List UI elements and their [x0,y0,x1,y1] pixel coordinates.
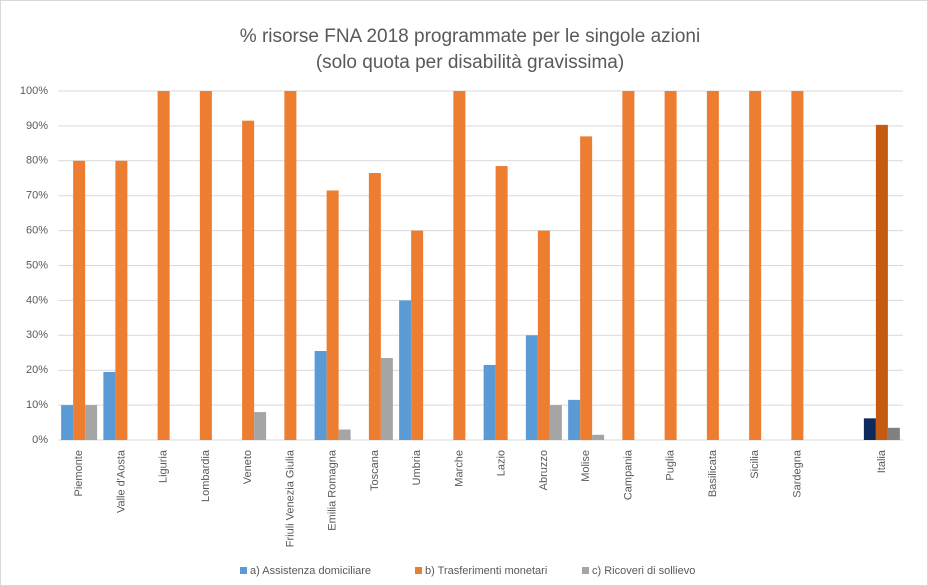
bar [73,160,86,441]
bar [537,230,550,440]
y-tick-label: 10% [26,399,48,411]
bar [887,427,900,440]
bar [199,91,212,440]
y-tick-label: 30% [26,329,48,341]
bar [115,160,128,441]
x-tick-label: Molise [580,450,592,482]
x-tick-label: Abruzzo [538,450,550,490]
bar [863,418,876,440]
legend-swatch [240,567,247,574]
bar [875,124,888,440]
x-tick-label: Umbria [411,449,423,485]
bar [61,405,74,440]
legend-label: b) Trasferimenti monetari [425,565,547,577]
bar [622,91,635,440]
legend-swatch [582,567,589,574]
bar [338,429,351,440]
x-tick-label: Marche [453,450,465,487]
legend-swatch [415,567,422,574]
bar [411,230,424,440]
bar [368,173,381,440]
y-tick-label: 20% [26,364,48,376]
x-tick-label: Campania [622,449,634,500]
bar [242,120,255,440]
chart-title: % risorse FNA 2018 programmate per le si… [240,26,700,47]
bar [399,300,412,440]
bar [525,335,538,440]
chart-subtitle: (solo quota per disabilità gravissima) [316,52,624,73]
y-tick-label: 90% [26,120,48,132]
y-tick-label: 0% [32,434,48,446]
bar [103,371,116,440]
x-tick-label: Emilia Romagna [327,449,339,531]
x-tick-label: Sicilia [749,449,761,479]
bar [549,405,562,440]
bar [664,91,677,440]
bar [284,91,297,440]
y-tick-label: 60% [26,225,48,237]
x-tick-label: Liguria [158,449,170,483]
x-tick-label: Friuli Venezia Giulia [284,449,296,547]
x-tick-label: Puglia [665,449,677,480]
y-tick-label: 100% [20,85,48,97]
bar [326,190,339,440]
x-tick-label: Lazio [496,450,508,476]
bar [568,399,581,440]
bar [85,405,98,440]
x-tick-label: Basilicata [707,449,719,497]
y-tick-label: 80% [26,155,48,167]
legend-label: c) Ricoveri di sollievo [592,565,695,577]
x-tick-label: Sardegna [791,449,803,498]
bar [380,357,393,440]
bar [314,351,327,440]
x-tick-label: Lombardia [200,449,212,502]
x-tick-label: Piemonte [73,450,85,496]
x-tick-label: Italia [876,449,888,473]
y-tick-label: 50% [26,259,48,271]
bar [706,91,719,440]
y-tick-label: 40% [26,294,48,306]
y-tick-label: 70% [26,190,48,202]
bar [749,91,762,440]
bar [592,434,605,440]
x-tick-label: Valle d'Aosta [115,449,127,513]
bar [453,91,466,440]
x-tick-label: Veneto [242,450,254,484]
bar [580,136,593,440]
bar [254,412,267,440]
legend-label: a) Assistenza domiciliare [250,565,371,577]
bar [791,91,804,440]
x-tick-label: Toscana [369,449,381,491]
bar [495,166,508,440]
bar [483,364,496,440]
bar [157,91,170,440]
